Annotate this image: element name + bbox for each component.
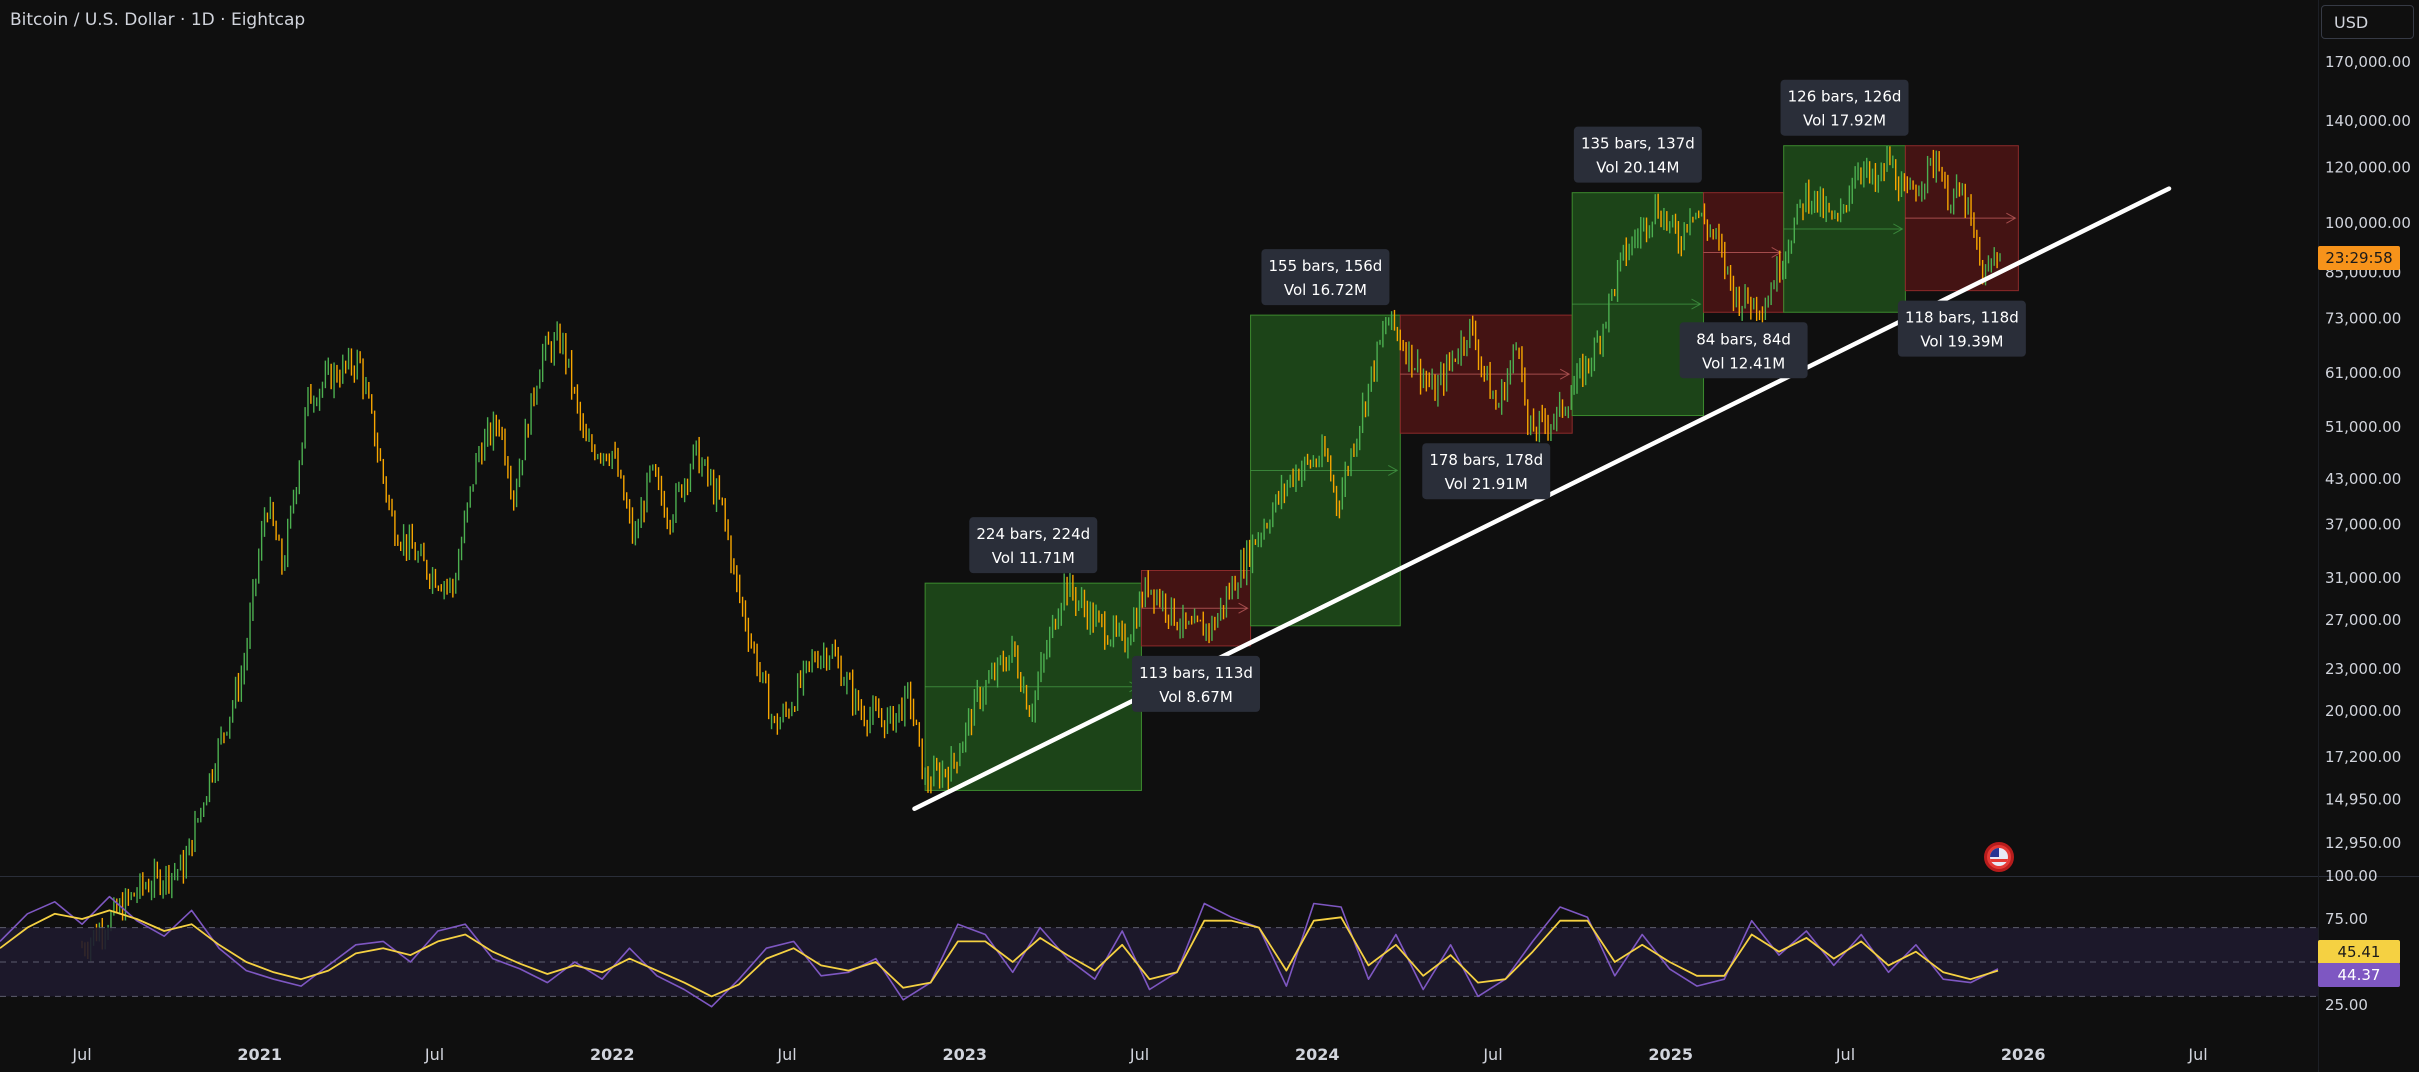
measure-label: 224 bars, 224d Vol 11.71M [969,517,1098,574]
measure-label: 135 bars, 137d Vol 20.14M [1573,126,1702,183]
measure-label-volume: Vol 16.72M [1284,281,1367,299]
currency-button[interactable]: USD [2321,5,2414,39]
measure-label-range: 135 bars, 137d [1581,135,1695,153]
measure-label-bg [1573,126,1702,183]
measure-label: 84 bars, 84d Vol 12.41M [1679,322,1808,379]
x-tick-label: 2022 [590,1045,635,1064]
measure-label: 113 bars, 113d Vol 8.67M [1132,655,1261,712]
x-tick-label: Jul [1482,1045,1502,1064]
us-flag-icon[interactable] [1984,842,2014,872]
measure-arrow-head [1893,223,1904,235]
x-tick-label: 2026 [2001,1045,2046,1064]
x-tick-label: Jul [1129,1045,1149,1064]
symbol-title: Bitcoin / U.S. Dollar · 1D · Eightcap [10,10,306,30]
measure-label-bg [1132,655,1261,712]
rsi-y-tick-label: 25.00 [2325,996,2368,1014]
x-tick-label: 2024 [1295,1045,1340,1064]
measure-label-bg [1897,300,2026,357]
rsi-ma-line [0,909,1999,998]
measure-label: 126 bars, 126d Vol 17.92M [1780,79,1909,136]
rsi-ma-badge: 45.41 [2318,940,2400,964]
y-tick-label: 100,000.00 [2325,214,2411,232]
x-tick-label: 2021 [237,1045,282,1064]
y-tick-label: 23,000.00 [2325,660,2401,678]
measure-label-range: 126 bars, 126d [1788,88,1902,106]
y-tick-label: 14,950.00 [2325,790,2401,808]
measure-label-volume: Vol 17.92M [1803,112,1886,130]
x-tick-label: Jul [424,1045,444,1064]
measure-label-range: 118 bars, 118d [1905,309,2019,327]
measure-label-bg [1679,322,1808,379]
measure-label-volume: Vol 19.39M [1920,333,2003,351]
measure-label-volume: Vol 21.91M [1445,475,1528,493]
measure-arrow-head [1388,465,1399,476]
measure-label: 118 bars, 118d Vol 19.39M [1897,300,2026,357]
x-tick-label: 2023 [942,1045,987,1064]
measure-label-volume: Vol 11.71M [992,549,1075,567]
measure-label-range: 84 bars, 84d [1696,330,1791,348]
y-tick-label: 20,000.00 [2325,702,2401,720]
y-tick-label: 31,000.00 [2325,569,2401,587]
rsi-y-tick-label: 100.00 [2325,867,2378,885]
y-tick-label: 17,200.00 [2325,748,2401,766]
measure-label-bg [1422,443,1551,500]
measure-label: 155 bars, 156d Vol 16.72M [1261,249,1390,306]
x-tick-label: Jul [776,1045,796,1064]
measure-label-volume: Vol 12.41M [1702,354,1785,372]
measure-label-range: 224 bars, 224d [976,525,1090,543]
x-tick-label: Jul [71,1045,91,1064]
measure-label-bg [969,517,1098,574]
measure-label-range: 113 bars, 113d [1139,664,1253,682]
y-tick-label: 51,000.00 [2325,418,2401,436]
x-tick-label: Jul [2187,1045,2207,1064]
y-tick-label: 140,000.00 [2325,112,2411,130]
countdown-badge: 23:29:58 [2318,246,2400,270]
x-tick-label: Jul [1835,1045,1855,1064]
measure-arrow-head [1771,247,1782,258]
y-tick-label: 73,000.00 [2325,309,2401,327]
measure-label-bg [1780,79,1909,136]
measure-arrow-head [1238,602,1249,614]
measure-label-volume: Vol 20.14M [1596,159,1679,177]
y-tick-label: 120,000.00 [2325,159,2411,177]
measure-label-range: 178 bars, 178d [1429,451,1543,469]
measure-arrow-head [2006,212,2017,224]
y-tick-label: 27,000.00 [2325,611,2401,629]
y-tick-label: 37,000.00 [2325,516,2401,534]
measure-label: 178 bars, 178d Vol 21.91M [1422,443,1551,500]
y-tick-label: 43,000.00 [2325,470,2401,488]
measure-label-volume: Vol 8.67M [1159,688,1233,706]
rsi-line [0,895,1999,1008]
rsi-badge: 44.37 [2318,963,2400,987]
measure-arrow-head [1559,368,1571,380]
candlestick-series [81,146,2001,962]
y-tick-label: 61,000.00 [2325,364,2401,382]
measure-label-bg [1261,249,1390,306]
measure-arrow-head [1691,298,1702,310]
y-tick-label: 170,000.00 [2325,53,2411,71]
x-tick-label: 2025 [1648,1045,1693,1064]
measure-label-range: 155 bars, 156d [1269,257,1383,275]
y-tick-label: 12,950.00 [2325,834,2401,852]
rsi-y-tick-label: 75.00 [2325,910,2368,928]
